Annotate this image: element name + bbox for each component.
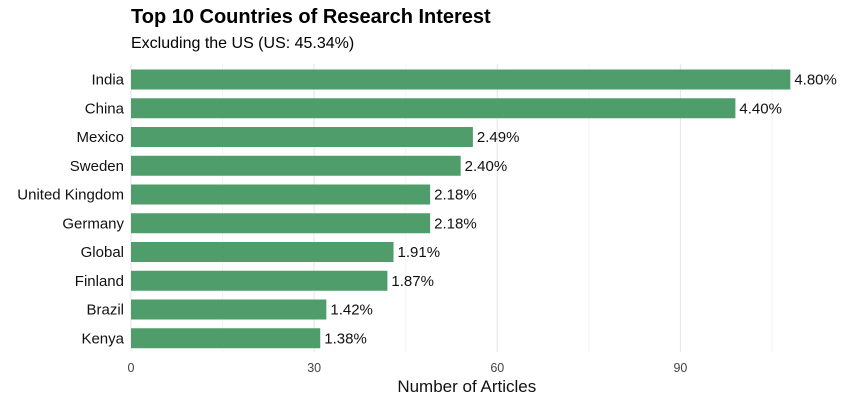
value-label: 1.91% — [398, 244, 441, 261]
chart-title: Top 10 Countries of Research Interest — [131, 6, 491, 28]
x-tick-label: 60 — [490, 361, 504, 375]
category-label: Mexico — [76, 129, 124, 146]
category-label: China — [85, 100, 125, 117]
bar — [131, 328, 321, 349]
category-label: Finland — [75, 273, 124, 290]
bar — [131, 299, 327, 320]
x-tick-labels: 0 30 60 90 — [128, 361, 688, 375]
bar — [131, 155, 461, 176]
value-label: 4.80% — [794, 72, 837, 89]
x-tick-label: 30 — [307, 361, 321, 375]
chart-subtitle: Excluding the US (US: 45.34%) — [131, 35, 355, 52]
bar — [131, 242, 394, 262]
bar — [131, 69, 791, 90]
value-label: 2.49% — [477, 129, 520, 146]
category-label: United Kingdom — [17, 187, 124, 204]
bar — [131, 270, 388, 291]
x-tick-label: 90 — [673, 361, 687, 375]
category-label: Germany — [62, 215, 124, 232]
value-labels: 4.80% 4.40% 2.49% 2.40% 2.18% 2.18% 1.91% 1.87%… — [324, 72, 837, 348]
value-label: 2.40% — [465, 158, 508, 175]
bar — [131, 98, 736, 119]
value-label: 2.18% — [434, 187, 477, 204]
bar — [131, 184, 431, 205]
category-label: Global — [81, 244, 124, 261]
bars — [131, 69, 791, 349]
value-label: 2.18% — [434, 215, 477, 232]
bar — [131, 213, 431, 234]
category-label: Kenya — [81, 330, 124, 347]
category-label: Sweden — [70, 158, 124, 175]
value-label: 1.42% — [330, 302, 373, 319]
category-label: India — [91, 72, 124, 89]
x-tick-label: 0 — [128, 361, 135, 375]
category-labels: India China Mexico Sweden United Kingdom Germ… — [17, 72, 124, 348]
x-axis-title: Number of Articles — [397, 377, 536, 396]
value-label: 1.87% — [391, 273, 434, 290]
value-label: 1.38% — [324, 330, 367, 347]
value-label: 4.40% — [739, 100, 782, 117]
category-label: Brazil — [86, 302, 124, 319]
bar — [131, 127, 473, 147]
